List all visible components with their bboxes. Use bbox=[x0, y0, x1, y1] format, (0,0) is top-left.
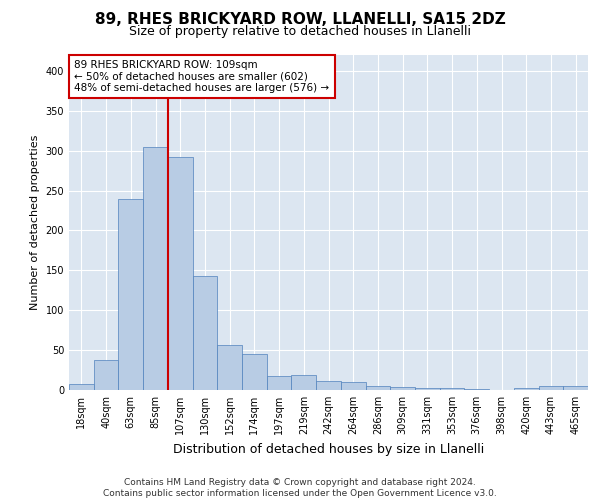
Bar bbox=[267, 376, 292, 390]
Bar bbox=[415, 388, 440, 390]
Bar bbox=[514, 388, 539, 390]
Bar bbox=[292, 375, 316, 390]
Text: 89, RHES BRICKYARD ROW, LLANELLI, SA15 2DZ: 89, RHES BRICKYARD ROW, LLANELLI, SA15 2… bbox=[95, 12, 505, 28]
Bar bbox=[94, 360, 118, 390]
Y-axis label: Number of detached properties: Number of detached properties bbox=[30, 135, 40, 310]
Bar bbox=[464, 389, 489, 390]
Bar bbox=[390, 387, 415, 390]
X-axis label: Distribution of detached houses by size in Llanelli: Distribution of detached houses by size … bbox=[173, 442, 484, 456]
Bar bbox=[69, 384, 94, 390]
Bar bbox=[118, 198, 143, 390]
Text: Contains HM Land Registry data © Crown copyright and database right 2024.
Contai: Contains HM Land Registry data © Crown c… bbox=[103, 478, 497, 498]
Bar bbox=[539, 386, 563, 390]
Bar bbox=[316, 381, 341, 390]
Bar bbox=[168, 157, 193, 390]
Bar bbox=[563, 386, 588, 390]
Text: Size of property relative to detached houses in Llanelli: Size of property relative to detached ho… bbox=[129, 25, 471, 38]
Bar bbox=[365, 386, 390, 390]
Bar bbox=[440, 388, 464, 390]
Bar bbox=[242, 354, 267, 390]
Bar bbox=[193, 276, 217, 390]
Bar bbox=[341, 382, 365, 390]
Text: 89 RHES BRICKYARD ROW: 109sqm
← 50% of detached houses are smaller (602)
48% of : 89 RHES BRICKYARD ROW: 109sqm ← 50% of d… bbox=[74, 60, 329, 93]
Bar bbox=[143, 146, 168, 390]
Bar bbox=[217, 346, 242, 390]
